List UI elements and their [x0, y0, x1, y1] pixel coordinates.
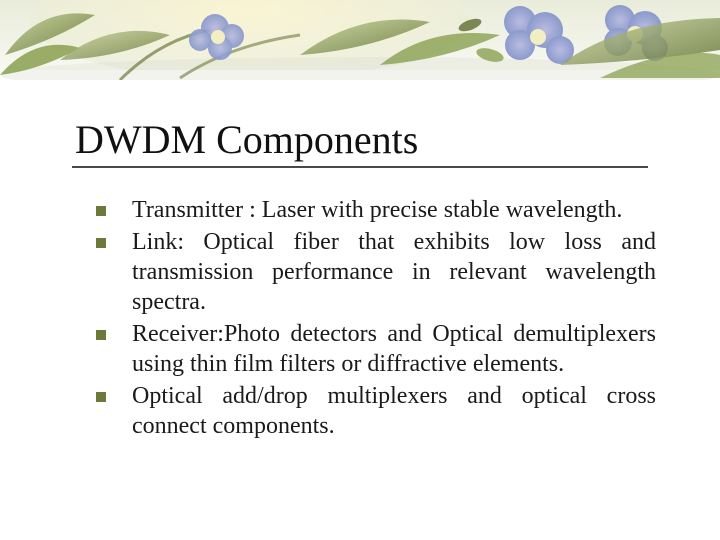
decorative-banner — [0, 0, 720, 100]
banner-svg — [0, 0, 720, 100]
list-item: Link: Optical fiber that exhibits low lo… — [96, 227, 656, 317]
list-item-text: Receiver:Photo detectors and Optical dem… — [132, 319, 656, 379]
title-underline — [72, 166, 648, 168]
bullet-list: Transmitter : Laser with precise stable … — [96, 195, 656, 443]
square-bullet-icon — [96, 238, 106, 248]
square-bullet-icon — [96, 392, 106, 402]
list-item: Receiver:Photo detectors and Optical dem… — [96, 319, 656, 379]
list-item: Optical add/drop multiplexers and optica… — [96, 381, 656, 441]
list-item: Transmitter : Laser with precise stable … — [96, 195, 656, 225]
slide: DWDM Components Transmitter : Laser with… — [0, 0, 720, 540]
list-item-text: Link: Optical fiber that exhibits low lo… — [132, 227, 656, 317]
square-bullet-icon — [96, 206, 106, 216]
list-item-text: Optical add/drop multiplexers and optica… — [132, 381, 656, 441]
slide-title: DWDM Components — [75, 116, 418, 163]
list-item-text: Transmitter : Laser with precise stable … — [132, 195, 656, 225]
square-bullet-icon — [96, 330, 106, 340]
